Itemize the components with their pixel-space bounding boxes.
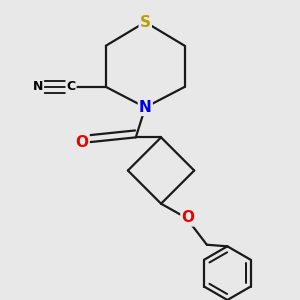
Text: O: O <box>76 135 88 150</box>
Text: S: S <box>140 15 151 30</box>
Text: O: O <box>182 210 194 225</box>
Text: N: N <box>139 100 152 115</box>
Text: C: C <box>67 80 76 93</box>
Text: N: N <box>33 80 43 93</box>
